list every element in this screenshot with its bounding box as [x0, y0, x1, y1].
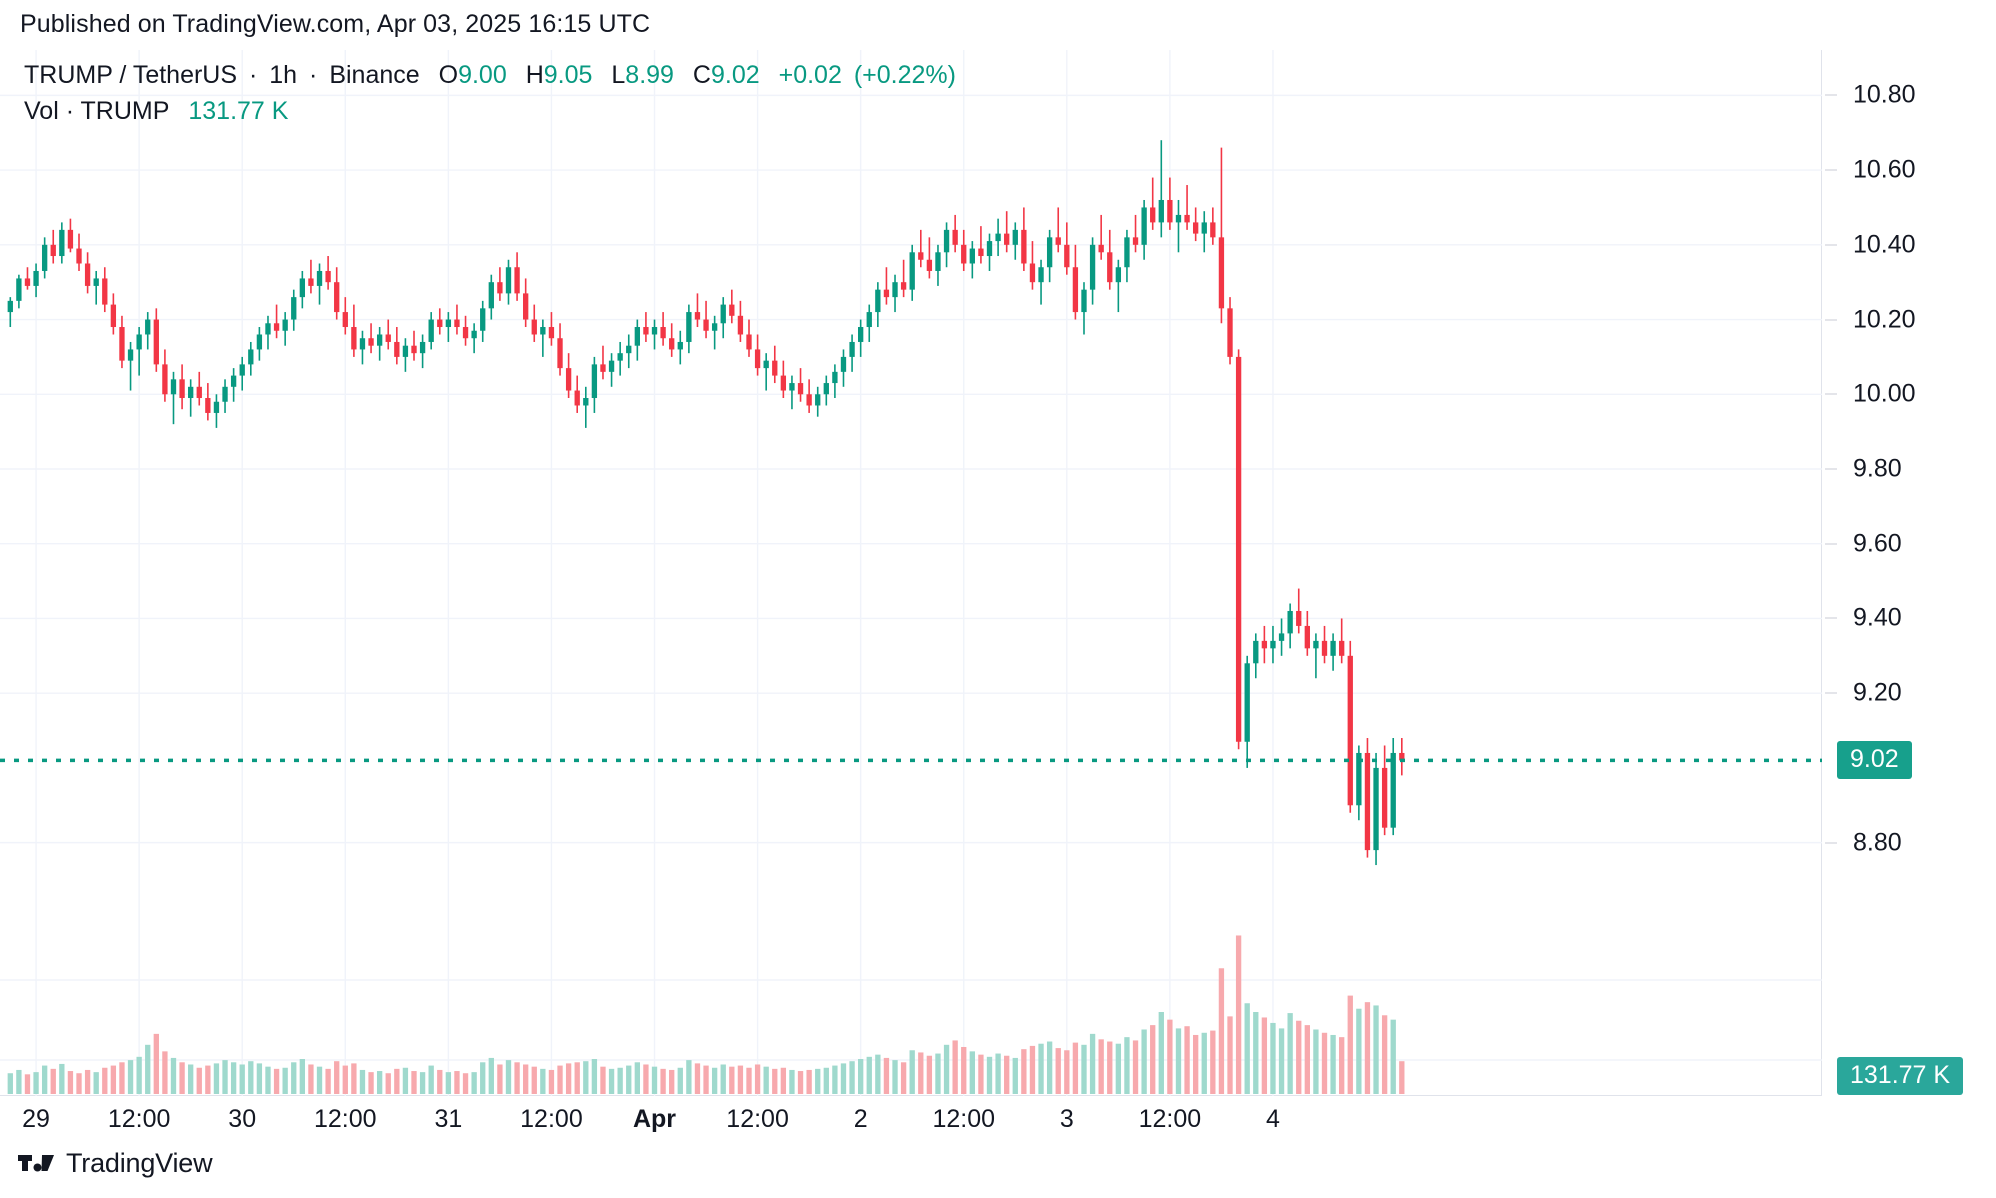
chart-plot-area[interactable]: [0, 50, 1822, 1096]
published-caption: Published on TradingView.com, Apr 03, 20…: [20, 10, 651, 38]
price-axis-tick: 8.80: [1853, 828, 1902, 857]
chart-canvas: [0, 50, 1822, 1096]
price-axis-tick: 9.60: [1853, 529, 1902, 558]
time-axis-tick: 29: [22, 1105, 50, 1133]
price-tick-dash: [1825, 393, 1837, 395]
price-axis-tick: 10.60: [1853, 155, 1916, 184]
price-tick-dash: [1825, 169, 1837, 171]
time-axis-tick: 12:00: [1138, 1105, 1202, 1133]
price-tick-dash: [1825, 468, 1837, 470]
price-tick-dash: [1825, 244, 1837, 246]
price-tick-dash: [1825, 842, 1837, 844]
time-axis-tick: 12:00: [726, 1105, 789, 1133]
time-axis-tick: 12:00: [314, 1105, 377, 1133]
price-axis-tick: 10.20: [1853, 305, 1916, 334]
price-axis-tick: 10.40: [1853, 230, 1916, 259]
tradingview-brand-label: TradingView: [66, 1148, 213, 1178]
price-axis-tick: 10.00: [1853, 379, 1916, 408]
price-axis-tick: 9.40: [1853, 603, 1902, 632]
price-tick-dash: [1825, 617, 1837, 619]
time-axis-tick: 12:00: [520, 1105, 583, 1133]
time-axis-tick: 4: [1266, 1105, 1280, 1133]
price-tick-dash: [1825, 692, 1837, 694]
time-axis-tick: 12:00: [932, 1105, 996, 1133]
time-axis-tick: 2: [853, 1105, 868, 1133]
price-axis-tick: 9.80: [1853, 454, 1902, 483]
price-axis-tick: 10.80: [1853, 80, 1916, 109]
price-tick-dash: [1825, 94, 1837, 96]
price-axis[interactable]: 10.80 10.60 10.40 10.20 10.00 9.80 9.60 9.40 9.2…: [1823, 50, 1996, 1096]
time-axis-tick: Apr: [632, 1105, 677, 1133]
current-price-badge[interactable]: 9.02: [1837, 741, 1912, 780]
price-axis-tick: 9.20: [1853, 678, 1902, 707]
tradingview-logo-icon: [18, 1154, 54, 1171]
time-axis-tick: 3: [1059, 1105, 1074, 1133]
price-tick-dash: [1825, 543, 1837, 545]
tradingview-footer: TradingView: [18, 1148, 213, 1179]
time-axis-tick: 12:00: [107, 1105, 171, 1133]
time-axis-tick: 30: [228, 1105, 257, 1133]
price-tick-dash: [1825, 319, 1837, 321]
current-volume-badge[interactable]: 131.77 K: [1837, 1057, 1964, 1095]
time-axis-tick: 31: [434, 1105, 463, 1133]
time-axis[interactable]: 29 12:00 30 12:00 31 12:00 Apr 12:00 2 12:00 3 12:0…: [0, 1097, 1822, 1147]
candlestick-series-svg: [0, 50, 1822, 1096]
